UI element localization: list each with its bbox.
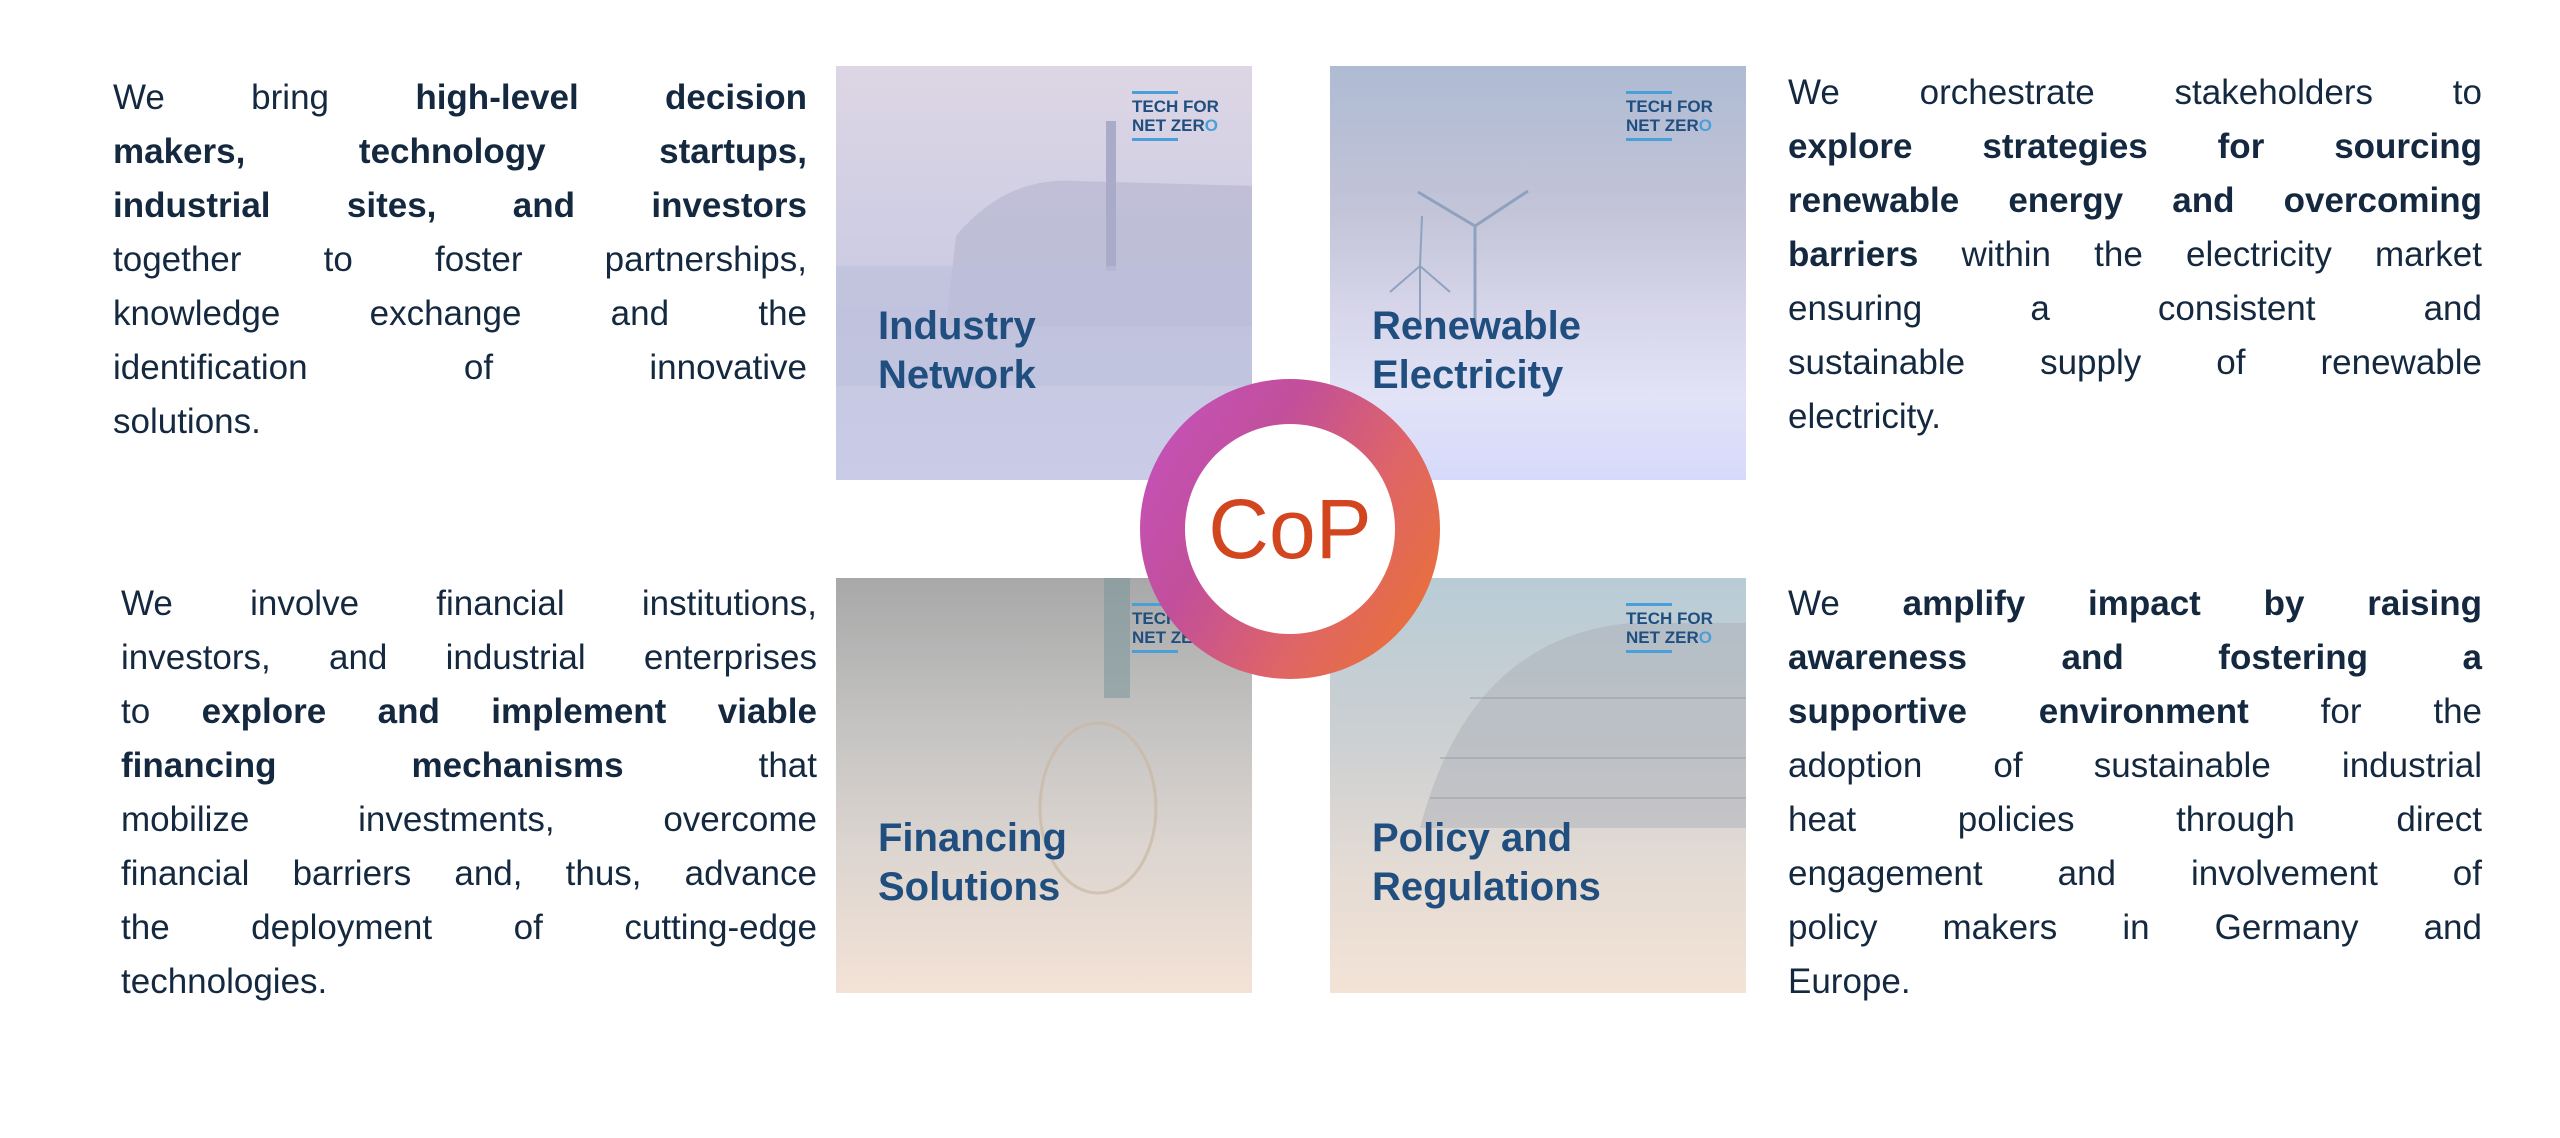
text-line: heat policies through direct — [1788, 793, 2482, 847]
bold-text: high-level decision — [415, 78, 807, 117]
text-line: We orchestrate stakeholders to — [1788, 66, 2482, 120]
text-line: electricity. — [1788, 390, 2482, 444]
bold-text: financing mechanisms — [121, 746, 624, 785]
text-line: adoption of sustainable industrial — [1788, 739, 2482, 793]
text-line: solutions. — [113, 395, 807, 449]
text-line: We bring high-level decision — [113, 71, 807, 125]
text: for the — [2248, 692, 2482, 731]
text: to — [121, 692, 202, 731]
text-line: supportive environment for the — [1788, 685, 2482, 739]
tile-industry-network: TECH FOR NET ZERO Industry Network — [836, 66, 1252, 480]
text-line: makers, technology startups, — [113, 125, 807, 179]
text-line: Europe. — [1788, 955, 2482, 1009]
text-line: ensuring a consistent and — [1788, 282, 2482, 336]
cop-label: CoP — [1208, 481, 1372, 576]
text: technologies. — [121, 962, 328, 1001]
text: ensuring a consistent and — [1788, 289, 2482, 328]
text: that — [623, 746, 817, 785]
bold-text: makers, technology startups, — [113, 132, 807, 171]
text: engagement and involvement of — [1788, 854, 2482, 893]
text-line: together to foster partnerships, — [113, 233, 807, 287]
tile-label: Policy and Regulations — [1372, 816, 1601, 909]
bold-text: explore and implement viable — [201, 692, 818, 731]
tile-label: Industry Network — [878, 304, 1036, 397]
text: mobilize investments, overcome — [121, 800, 817, 839]
tile-label: Financing Solutions — [878, 816, 1067, 909]
text-line: renewable energy and overcoming — [1788, 174, 2482, 228]
industry-network-description: We bring high-level decision makers, tech… — [113, 71, 807, 449]
text-line: explore strategies for sourcing — [1788, 120, 2482, 174]
text-line: to explore and implement viable — [121, 685, 817, 739]
text-line: policy makers in Germany and — [1788, 901, 2482, 955]
renewable-electricity-description: We orchestrate stakeholders to explore st… — [1788, 66, 2482, 444]
text: within the electricity market — [1918, 235, 2482, 274]
cop-ring: CoP — [1140, 379, 1440, 679]
industrial-skyline-image — [836, 121, 1252, 386]
cop-ring-center: CoP — [1185, 424, 1395, 634]
text-line: sustainable supply of renewable — [1788, 336, 2482, 390]
text: the deployment of cutting-edge — [121, 908, 817, 947]
text: We involve financial institutions, — [121, 584, 817, 623]
bold-text: explore strategies for sourcing — [1788, 127, 2482, 166]
text: Europe. — [1788, 962, 1911, 1001]
tile-policy-regulations: TECH FOR NET ZERO Policy and Regulations — [1330, 578, 1746, 993]
light-bulb-image — [1038, 578, 1158, 895]
text-line: mobilize investments, overcome — [121, 793, 817, 847]
text-line: barriers within the electricity market — [1788, 228, 2482, 282]
financing-solutions-description: We involve financial institutions, invest… — [121, 577, 817, 1009]
text: financial barriers and, thus, advance — [121, 854, 817, 893]
text-line: industrial sites, and investors — [113, 179, 807, 233]
text: We — [1788, 584, 1903, 623]
bold-text: renewable energy and overcoming — [1788, 181, 2482, 220]
text: identification of innovative — [113, 348, 807, 387]
text: knowledge exchange and the — [113, 294, 807, 333]
bold-text: supportive environment — [1788, 692, 2249, 731]
text-line: financial barriers and, thus, advance — [121, 847, 817, 901]
text-line: engagement and involvement of — [1788, 847, 2482, 901]
text: heat policies through direct — [1788, 800, 2482, 839]
text: policy makers in Germany and — [1788, 908, 2482, 947]
tile-renewable-electricity: TECH FOR NET ZERO Renewable Electricity — [1330, 66, 1746, 480]
text: together to foster partnerships, — [113, 240, 807, 279]
wind-turbine-image — [1389, 189, 1529, 326]
text: adoption of sustainable industrial — [1788, 746, 2482, 785]
text: solutions. — [113, 402, 261, 441]
text-line: investors, and industrial enterprises — [121, 631, 817, 685]
text-line: We amplify impact by raising — [1788, 577, 2482, 631]
bold-text: industrial sites, and investors — [113, 186, 807, 225]
text: We orchestrate stakeholders to — [1788, 73, 2482, 112]
text: electricity. — [1788, 397, 1941, 436]
text-line: the deployment of cutting-edge — [121, 901, 817, 955]
text-line: knowledge exchange and the — [113, 287, 807, 341]
bold-text: barriers — [1788, 235, 1919, 274]
tile-label: Renewable Electricity — [1372, 304, 1581, 397]
bold-text: awareness and fostering a — [1788, 638, 2482, 677]
text: investors, and industrial enterprises — [121, 638, 817, 677]
text-line: technologies. — [121, 955, 817, 1009]
reichstag-dome-image — [1420, 623, 1746, 828]
text-line: We involve financial institutions, — [121, 577, 817, 631]
text-line: identification of innovative — [113, 341, 807, 395]
policy-regulations-description: We amplify impact by raising awareness an… — [1788, 577, 2482, 1009]
bold-text: amplify impact by raising — [1902, 584, 2483, 623]
text-line: financing mechanisms that — [121, 739, 817, 793]
text-line: awareness and fostering a — [1788, 631, 2482, 685]
text: sustainable supply of renewable — [1788, 343, 2482, 382]
text: We bring — [113, 78, 416, 117]
